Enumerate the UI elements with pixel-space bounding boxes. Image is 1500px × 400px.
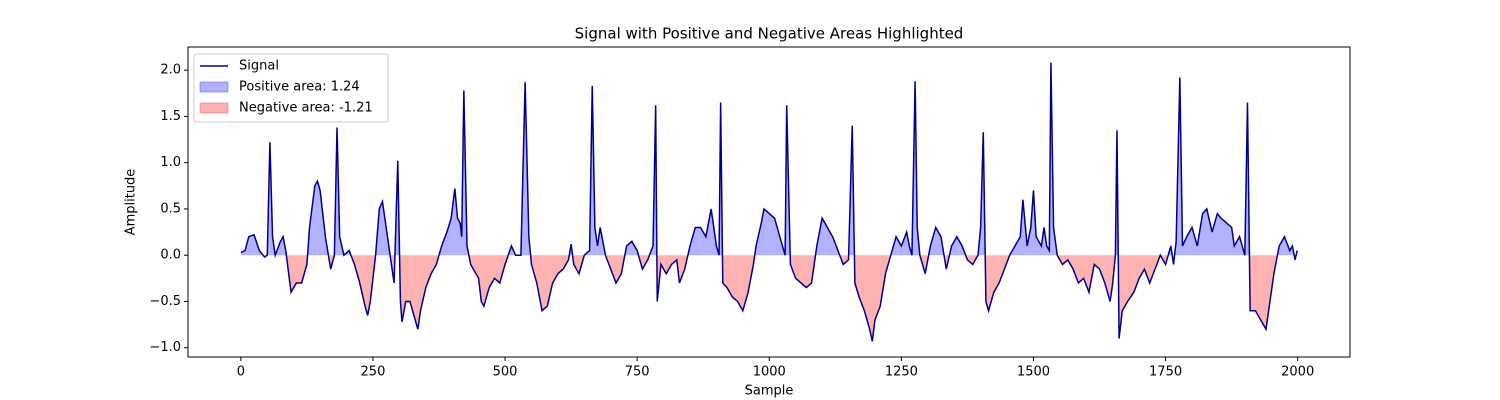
x-tick-label: 1000: [753, 365, 786, 380]
x-tick-label: 250: [361, 365, 386, 380]
legend-swatch: [199, 102, 229, 114]
x-tick-label: 0: [237, 365, 245, 380]
chart-title: Signal with Positive and Negative Areas …: [575, 25, 964, 43]
x-tick-label: 750: [625, 365, 650, 380]
area-positive: [240, 62, 1298, 256]
y-tick-label: 0.0: [160, 248, 181, 263]
x-tick-label: 2000: [1281, 365, 1314, 380]
x-tick-label: 1250: [885, 365, 918, 380]
legend-label: Signal: [239, 59, 279, 74]
signal-line: [240, 62, 1298, 342]
y-tick-label: 0.5: [160, 201, 181, 216]
x-tick-label: 500: [493, 365, 518, 380]
y-axis-label: Amplitude: [124, 169, 139, 236]
x-tick-label: 1750: [1149, 365, 1182, 380]
x-axis-label: Sample: [745, 384, 794, 399]
y-tick-label: 1.5: [160, 109, 181, 124]
legend-swatch: [199, 81, 229, 93]
y-tick-label: −0.5: [149, 294, 181, 309]
legend-label: Positive area: 1.24: [239, 80, 360, 95]
y-tick-label: 2.0: [160, 63, 181, 78]
y-tick-label: −1.0: [149, 340, 181, 355]
y-tick-label: 1.0: [160, 155, 181, 170]
legend-label: Negative area: -1.21: [239, 101, 373, 116]
x-tick-label: 1500: [1017, 365, 1050, 380]
legend-box: [193, 53, 389, 123]
